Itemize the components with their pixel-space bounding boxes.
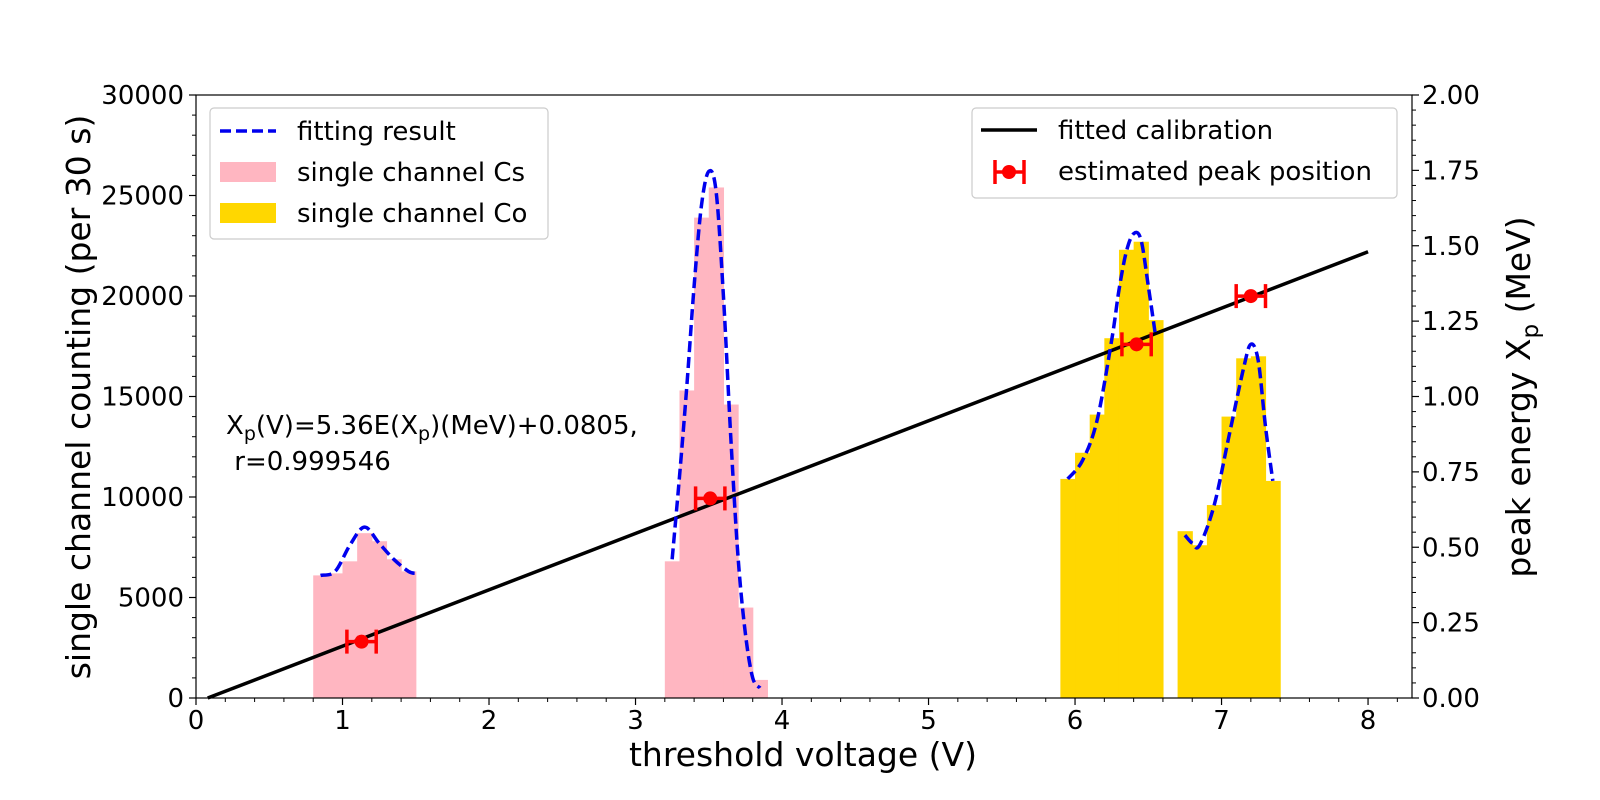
fit-curves — [320, 168, 1275, 690]
peak-marker — [703, 491, 718, 506]
histogram-bar — [1060, 478, 1076, 698]
left-y-axis-label: single channel counting (per 30 s) — [59, 115, 98, 680]
x-axis-label: threshold voltage (V) — [629, 735, 977, 774]
histogram-bar — [357, 533, 373, 698]
right-y-tick-label: 1.50 — [1422, 232, 1480, 262]
histogram-bar — [708, 187, 725, 698]
right-y-tick-label: 0.75 — [1422, 458, 1480, 488]
histogram-bar — [342, 561, 358, 698]
histogram-bar — [313, 575, 329, 698]
legend-left-box — [209, 107, 549, 240]
histogram-bar — [1221, 416, 1237, 698]
histogram-bar — [738, 607, 754, 698]
right-y-label-unit: (MeV) — [1499, 216, 1538, 324]
correlation-coefficient: r=0.999546 — [226, 447, 391, 477]
left-y-tick-label: 10000 — [101, 483, 184, 513]
peak-marker — [1129, 337, 1144, 352]
histogram-bar — [327, 573, 344, 698]
right-y-label-sub: p — [1518, 324, 1544, 339]
histogram-bar — [1075, 452, 1091, 698]
histogram-bar — [723, 404, 739, 698]
x-tick-label: 7 — [1213, 706, 1230, 736]
fit-curve-segment — [670, 168, 762, 690]
legend-peak-position: estimated peak position — [1058, 157, 1372, 187]
left-y-axis-ticks: 0 5000 10000 15000 20000 25000 30000 — [101, 81, 196, 714]
peak-point — [1234, 284, 1268, 309]
histogram-bar — [1236, 358, 1252, 698]
histogram-bar — [752, 679, 768, 698]
fit-curve-segment — [1183, 342, 1275, 550]
legend-cs: single channel Cs — [297, 158, 525, 188]
right-y-tick-label: 0.25 — [1422, 609, 1480, 639]
left-y-tick-label: 15000 — [101, 383, 184, 413]
eq-sub2: p — [418, 423, 430, 445]
x-tick-label: 2 — [481, 706, 498, 736]
histogram-bar — [664, 561, 681, 698]
histogram-bar — [1089, 414, 1105, 698]
right-y-tick-label: 1.75 — [1422, 156, 1480, 186]
histogram-bar — [1177, 531, 1193, 698]
legend-co: single channel Co — [297, 199, 527, 229]
legend-errorpoint-swatch — [993, 160, 1026, 184]
left-y-tick-label: 5000 — [118, 584, 184, 614]
left-y-tick-label: 20000 — [101, 282, 184, 312]
right-y-tick-label: 1.00 — [1422, 383, 1480, 413]
legend-right-box — [971, 107, 1398, 199]
fit-curve-segment — [320, 525, 417, 578]
histogram-bar — [679, 390, 695, 698]
histogram-bar — [371, 541, 388, 698]
x-tick-label: 0 — [188, 706, 205, 736]
x-axis-ticks: 0 1 2 3 4 5 6 7 8 — [188, 698, 1398, 736]
legend-fitted-calibration: fitted calibration — [1058, 116, 1273, 146]
histogram-bar — [1206, 505, 1223, 698]
x-tick-label: 4 — [774, 706, 791, 736]
right-y-axis-ticks: 0.00 0.25 0.50 0.75 1.00 1.25 1.50 1.75 2.00 — [1412, 81, 1480, 714]
x-tick-label: 6 — [1067, 706, 1084, 736]
peak-point — [345, 629, 378, 654]
right-y-tick-label: 0.00 — [1422, 684, 1480, 714]
histogram-bar — [401, 571, 417, 698]
left-y-tick-label: 25000 — [101, 182, 184, 212]
legend-left: fitting result single channel Cs single … — [209, 107, 549, 240]
legend-fitting-result: fitting result — [297, 117, 456, 147]
histogram-bar — [386, 559, 402, 698]
histogram-bar — [1133, 241, 1149, 699]
legend-right: fitted calibration estimated peak positi… — [971, 107, 1398, 199]
legend-co-swatch — [220, 203, 276, 223]
histogram-bar — [1104, 338, 1120, 698]
right-y-tick-label: 0.50 — [1422, 533, 1480, 563]
fit-curve-segment — [1066, 230, 1158, 481]
right-y-axis-label: peak energy Xp (MeV) — [1499, 216, 1544, 577]
calibration-layer — [207, 250, 1369, 700]
histogram-bar — [694, 217, 710, 699]
histogram-bar — [1265, 480, 1281, 698]
legend-cs-swatch — [220, 162, 276, 182]
eq-mid: (V)=5.36E(X — [256, 411, 418, 441]
right-y-tick-label: 2.00 — [1422, 81, 1480, 111]
x-tick-label: 8 — [1360, 706, 1377, 736]
x-tick-label: 3 — [627, 706, 644, 736]
peak-marker — [1243, 289, 1258, 304]
x-tick-label: 5 — [920, 706, 937, 736]
eq-pre: X — [226, 411, 244, 441]
right-y-label-main: peak energy X — [1499, 339, 1538, 578]
peak-point — [693, 486, 727, 511]
eq-post: )(MeV)+0.0805, — [430, 411, 638, 441]
histogram-bar — [1148, 320, 1164, 698]
histogram-bar — [1118, 249, 1135, 698]
histogram-bar — [1250, 356, 1267, 698]
calibration-equation: Xp(V)=5.36E(Xp)(MeV)+0.0805, — [226, 411, 638, 445]
histogram-bar — [1192, 545, 1208, 698]
calibration-line — [207, 250, 1369, 700]
x-tick-label: 1 — [334, 706, 351, 736]
right-y-tick-label: 1.25 — [1422, 307, 1480, 337]
peak-markers — [345, 284, 1268, 654]
left-y-tick-label: 0 — [167, 684, 184, 714]
peak-marker — [354, 634, 369, 649]
histogram-bars — [313, 187, 1281, 699]
eq-sub1: p — [244, 423, 256, 445]
peak-point — [1120, 332, 1153, 357]
left-y-tick-label: 30000 — [101, 81, 184, 111]
